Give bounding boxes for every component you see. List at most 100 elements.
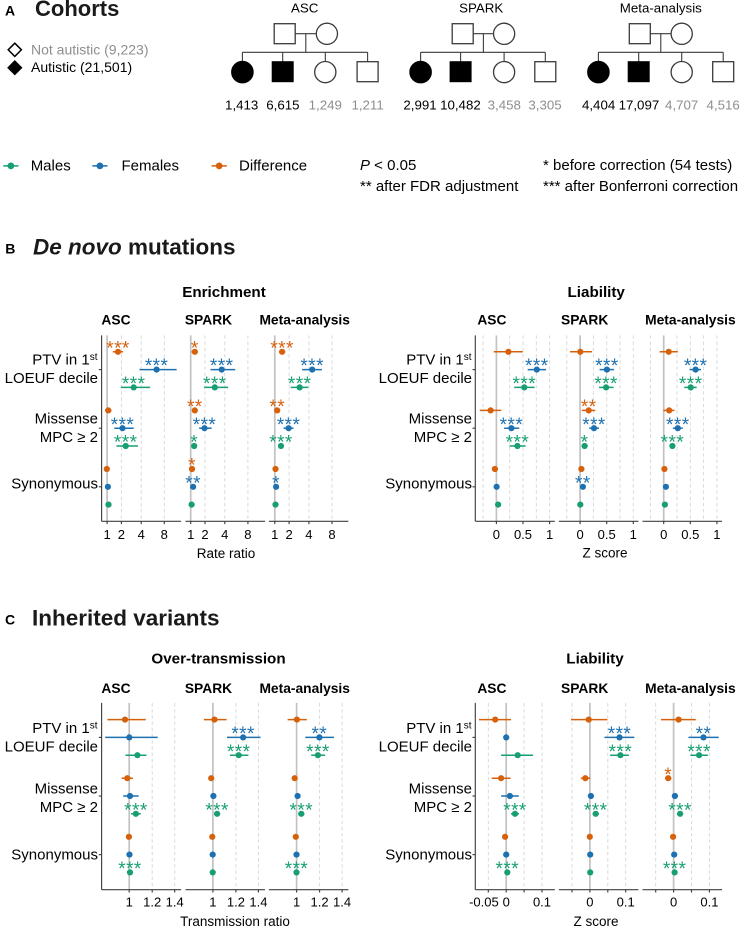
svg-text:SPARK: SPARK	[561, 313, 608, 328]
svg-text:1: 1	[546, 527, 553, 542]
svg-text:1: 1	[126, 894, 133, 909]
svg-text:**: **	[312, 724, 328, 745]
svg-text:MPC ≥ 2: MPC ≥ 2	[40, 799, 98, 816]
svg-text:Missense: Missense	[409, 781, 472, 798]
svg-text:Enrichment: Enrichment	[182, 284, 266, 301]
svg-text:***: ***	[679, 374, 703, 395]
svg-text:***: ***	[288, 374, 312, 395]
svg-text:*** after Bonferroni correctio: *** after Bonferroni correction	[543, 178, 738, 195]
svg-text:4: 4	[221, 527, 228, 542]
svg-text:C: C	[5, 612, 15, 628]
svg-text:Over-transmission: Over-transmission	[151, 651, 285, 668]
svg-text:***: ***	[584, 800, 608, 821]
svg-text:**: **	[581, 397, 597, 418]
svg-text:***: ***	[500, 415, 524, 436]
svg-text:***: ***	[306, 742, 330, 763]
svg-text:4: 4	[305, 527, 312, 542]
svg-text:**: **	[187, 397, 203, 418]
svg-text:* before correction (54 tests): * before correction (54 tests)	[543, 157, 732, 174]
svg-text:***: ***	[666, 415, 690, 436]
svg-text:***: ***	[124, 800, 148, 821]
svg-text:Meta-analysis: Meta-analysis	[620, 1, 702, 16]
svg-text:LOEUF decile: LOEUF decile	[5, 370, 98, 387]
svg-text:10,482: 10,482	[440, 98, 481, 113]
svg-text:Synonymous: Synonymous	[385, 476, 472, 493]
svg-text:1.4: 1.4	[249, 894, 267, 909]
svg-text:***: ***	[506, 433, 530, 454]
svg-text:1.4: 1.4	[333, 894, 351, 909]
svg-text:***: ***	[503, 800, 527, 821]
svg-text:***: ***	[661, 433, 685, 454]
svg-text:PTV in 1st: PTV in 1st	[32, 352, 98, 369]
svg-text:**: **	[185, 473, 201, 494]
svg-text:0.1: 0.1	[700, 894, 718, 909]
svg-text:***: ***	[227, 742, 251, 763]
svg-text:***: ***	[118, 859, 142, 880]
svg-text:1: 1	[293, 894, 300, 909]
svg-text:**: **	[269, 397, 285, 418]
svg-text:1: 1	[271, 527, 278, 542]
svg-text:LOEUF decile: LOEUF decile	[379, 739, 472, 756]
svg-text:PTV in 1st: PTV in 1st	[406, 720, 472, 737]
svg-text:1.2: 1.2	[227, 894, 245, 909]
svg-text:***: ***	[111, 415, 135, 436]
svg-text:***: ***	[285, 859, 309, 880]
svg-text:Liability: Liability	[568, 284, 626, 301]
svg-text:2: 2	[201, 527, 208, 542]
svg-text:***: ***	[210, 356, 234, 377]
svg-text:8: 8	[161, 527, 168, 542]
svg-text:ASC: ASC	[477, 313, 506, 328]
svg-text:1: 1	[630, 527, 637, 542]
svg-text:3,458: 3,458	[488, 98, 521, 113]
svg-text:0: 0	[576, 527, 583, 542]
svg-text:0: 0	[493, 527, 500, 542]
svg-text:1: 1	[713, 527, 720, 542]
svg-text:Meta-analysis: Meta-analysis	[645, 681, 736, 696]
svg-text:***: ***	[663, 859, 687, 880]
svg-text:***: ***	[595, 356, 619, 377]
svg-text:0: 0	[503, 894, 510, 909]
svg-text:** after FDR adjustment: ** after FDR adjustment	[360, 178, 519, 195]
svg-text:SPARK: SPARK	[185, 681, 232, 696]
svg-text:***: ***	[668, 800, 692, 821]
svg-text:MPC ≥ 2: MPC ≥ 2	[414, 799, 472, 816]
svg-text:0.5: 0.5	[681, 527, 699, 542]
svg-text:Missense: Missense	[35, 411, 98, 428]
svg-text:1: 1	[187, 527, 194, 542]
svg-text:4: 4	[138, 527, 145, 542]
svg-text:*: *	[581, 433, 589, 454]
svg-text:Z score: Z score	[582, 546, 627, 561]
svg-text:1: 1	[103, 527, 110, 542]
svg-text:1.4: 1.4	[166, 894, 184, 909]
svg-text:***: ***	[594, 374, 618, 395]
svg-text:ASC: ASC	[291, 1, 319, 16]
svg-text:4,707: 4,707	[665, 98, 698, 113]
svg-text:0.5: 0.5	[598, 527, 616, 542]
svg-text:4,516: 4,516	[707, 98, 740, 113]
svg-text:2,991: 2,991	[403, 98, 436, 113]
svg-text:***: ***	[525, 356, 549, 377]
svg-text:Females: Females	[122, 157, 180, 174]
svg-text:0: 0	[670, 894, 677, 909]
svg-text:Liability: Liability	[566, 651, 624, 668]
svg-text:0.5: 0.5	[514, 527, 532, 542]
svg-text:Inherited variants: Inherited variants	[32, 606, 220, 631]
svg-text:ASC: ASC	[101, 313, 130, 328]
svg-text:A: A	[5, 3, 15, 19]
svg-text:ASC: ASC	[101, 681, 130, 696]
svg-text:***: ***	[684, 356, 708, 377]
svg-text:***: ***	[277, 415, 301, 436]
svg-text:Synonymous: Synonymous	[11, 476, 98, 493]
svg-text:***: ***	[608, 724, 632, 745]
svg-text:SPARK: SPARK	[561, 681, 608, 696]
svg-text:***: ***	[145, 356, 169, 377]
svg-text:ASC: ASC	[477, 681, 506, 696]
svg-text:***: ***	[290, 800, 314, 821]
svg-text:MPC ≥ 2: MPC ≥ 2	[40, 429, 98, 446]
svg-text:***: ***	[203, 374, 227, 395]
svg-text:**: **	[696, 724, 712, 745]
svg-text:***: ***	[205, 800, 229, 821]
svg-text:***: ***	[114, 433, 138, 454]
svg-text:8: 8	[244, 527, 251, 542]
svg-text:Rate ratio: Rate ratio	[197, 546, 256, 561]
